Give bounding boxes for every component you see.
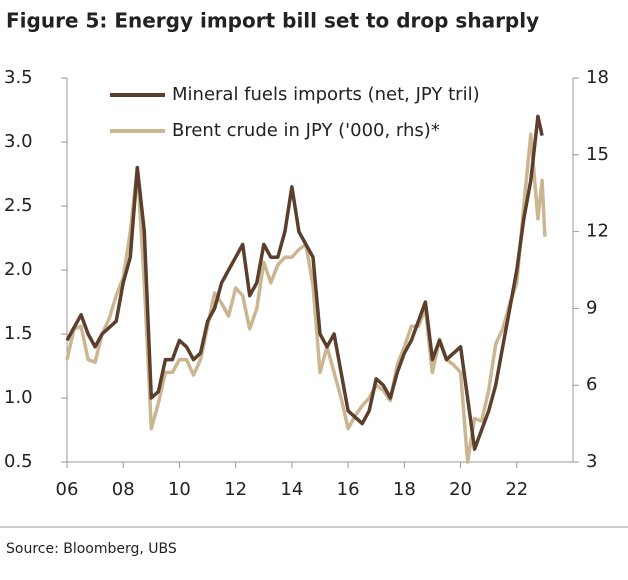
y2-tick-label: 12 bbox=[586, 221, 609, 242]
series-line bbox=[65, 114, 544, 451]
x-tick-label: 10 bbox=[168, 479, 191, 500]
y2-tick-label: 3 bbox=[586, 451, 597, 472]
y-tick-label: 1.0 bbox=[4, 387, 33, 408]
y-tick-label: 2.0 bbox=[4, 259, 33, 280]
y2-tick-label: 15 bbox=[586, 144, 609, 165]
x-tick-label: 06 bbox=[56, 479, 79, 500]
y2-tick-label: 6 bbox=[586, 374, 597, 395]
y2-tick-label: 18 bbox=[586, 67, 609, 88]
x-tick-label: 08 bbox=[112, 479, 135, 500]
x-tick-label: 20 bbox=[449, 479, 472, 500]
y-tick-label: 2.5 bbox=[4, 195, 33, 216]
source-note: Source: Bloomberg, UBS bbox=[6, 541, 177, 557]
y-tick-label: 3.5 bbox=[4, 67, 33, 88]
legend-label: Brent crude in JPY ('000, rhs)* bbox=[172, 120, 440, 141]
legend-label: Mineral fuels imports (net, JPY tril) bbox=[172, 84, 480, 105]
x-tick-label: 12 bbox=[224, 479, 247, 500]
y-tick-label: 0.5 bbox=[4, 451, 33, 472]
x-tick-label: 22 bbox=[505, 479, 528, 500]
x-tick-label: 16 bbox=[337, 479, 360, 500]
y2-tick-label: 9 bbox=[586, 297, 597, 318]
x-tick-label: 18 bbox=[393, 479, 416, 500]
y-tick-label: 3.0 bbox=[4, 131, 33, 152]
y-tick-label: 1.5 bbox=[4, 323, 33, 344]
chart-title: Figure 5: Energy import bill set to drop… bbox=[6, 9, 539, 33]
x-tick-label: 14 bbox=[280, 479, 303, 500]
